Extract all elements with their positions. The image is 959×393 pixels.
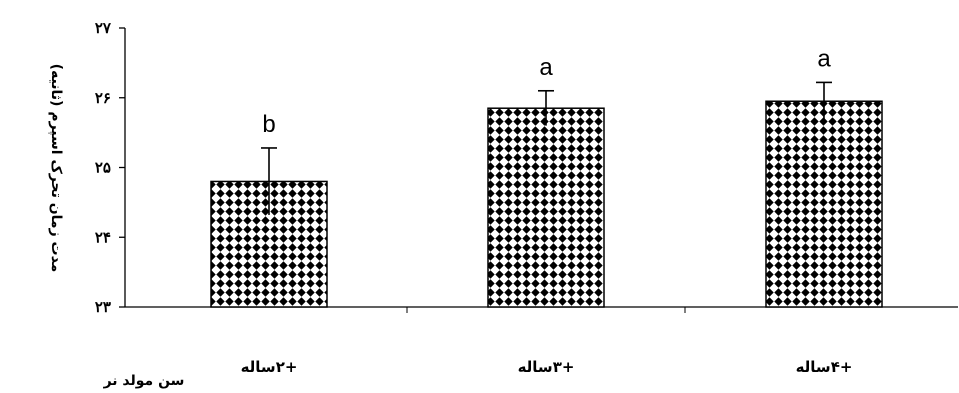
bar-1 — [487, 107, 605, 308]
bars — [210, 81, 883, 308]
category-label-2: +۴ساله — [796, 358, 853, 376]
significance-label-0: b — [262, 111, 275, 138]
x-axis-title: سن مولد نر — [103, 373, 185, 389]
bar-2 — [765, 100, 883, 308]
y-tick-label-4: ۲۷ — [95, 19, 112, 37]
y-tick-label-1: ۲۴ — [95, 228, 111, 246]
category-label-1: +۳ساله — [518, 358, 575, 376]
y-tick-label-3: ۲۶ — [95, 89, 111, 107]
significance-label-2: a — [817, 45, 831, 72]
y-tick-label-0: ۲۳ — [95, 298, 111, 316]
labels: ۲۳ ۲۴ ۲۵ ۲۶ ۲۷ b +۲ساله a +۳ساله a +۴ساله — [95, 19, 853, 376]
category-label-0: +۲ساله — [241, 358, 298, 376]
significance-label-1: a — [539, 54, 553, 81]
y-tick-label-2: ۲۵ — [95, 159, 111, 177]
y-axis-title: مدت زمان تحرک اسپرم (ثانیه) — [48, 64, 64, 273]
